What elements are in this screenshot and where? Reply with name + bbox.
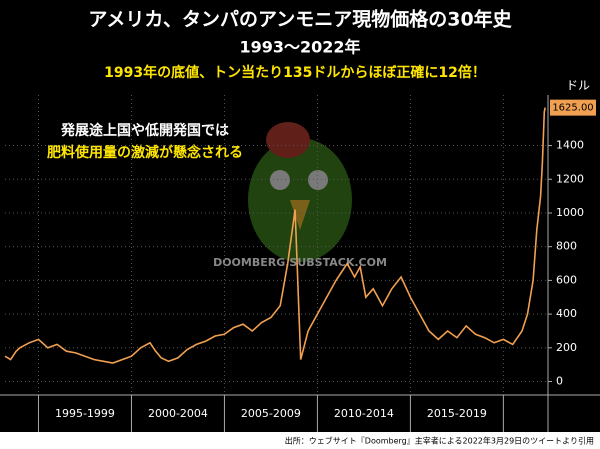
source: 出所：ウェブサイト『Doomberg』主宰者による2022年3月29日のツイート… <box>285 436 594 446</box>
y-tick-label: 600 <box>556 273 577 286</box>
chart-title: アメリカ、タンパのアンモニア現物価格の30年史 <box>88 8 512 31</box>
y-axis-label: ドル <box>566 79 590 93</box>
y-tick-label: 800 <box>556 240 577 253</box>
headline: 1993年の底値、トン当たり135ドルからほぼ正確に12倍！ <box>104 64 486 81</box>
y-tick-label: 0 <box>556 375 563 388</box>
value-label-box <box>550 99 596 116</box>
y-tick-label: 400 <box>556 307 577 320</box>
value-label: 1625.00 <box>552 103 593 114</box>
subtitle: 1993〜2022年 <box>239 38 360 57</box>
mascot <box>248 122 352 262</box>
y-tick-label: 1400 <box>556 139 584 152</box>
watermark: DOOMBERG.SUBSTACK.COM <box>213 256 387 269</box>
annotation: 発展途上国や低開発国では <box>60 122 229 139</box>
x-period-label: 2015-2019 <box>427 407 487 420</box>
x-period-label: 2005-2009 <box>241 407 301 420</box>
price-line <box>4 107 546 364</box>
y-tick-label: 200 <box>556 341 577 354</box>
y-tick-label: 1200 <box>556 172 584 185</box>
x-period-label: 1995-1999 <box>55 407 115 420</box>
y-tick-label: 1000 <box>556 206 584 219</box>
annotation: 肥料使用量の激減が懸念される <box>47 144 243 161</box>
x-period-label: 2000-2004 <box>148 407 208 420</box>
x-period-label: 2010-2014 <box>334 407 394 420</box>
